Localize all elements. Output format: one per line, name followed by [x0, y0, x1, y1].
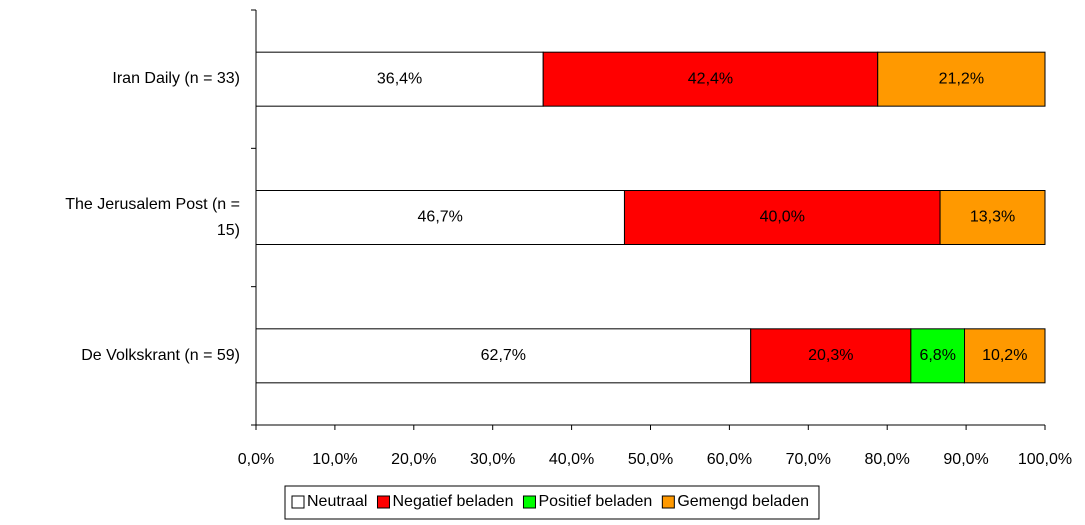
x-tick-label: 30,0% [470, 451, 515, 468]
value-label: 62,7% [481, 347, 526, 364]
value-label: 40,0% [760, 209, 805, 226]
bar-segment [623, 190, 941, 245]
value-label: 21,2% [939, 70, 984, 87]
x-tick-label: 50,0% [628, 451, 673, 468]
x-tick-label: 10,0% [312, 451, 357, 468]
bar-segment [910, 328, 966, 384]
bar-segment [750, 328, 912, 384]
value-label: 20,3% [808, 347, 853, 364]
value-label: 42,4% [688, 70, 733, 87]
x-tick-label: 20,0% [391, 451, 436, 468]
legend-label: Neutraal [307, 493, 367, 510]
value-label: 46,7% [418, 209, 463, 226]
bar-segment [964, 328, 1046, 384]
value-label: 10,2% [982, 347, 1027, 364]
x-tick-label: 40,0% [549, 451, 594, 468]
value-label: 6,8% [919, 347, 955, 364]
x-tick-label: 0,0% [238, 451, 274, 468]
bar-segment [255, 190, 625, 245]
legend-label: Gemengd beladen [677, 493, 809, 510]
x-tick-label: 90,0% [943, 451, 988, 468]
x-tick-label: 80,0% [865, 451, 910, 468]
bar-segment [877, 51, 1046, 107]
legend-swatch [522, 495, 536, 509]
category-label: Iran Daily (n = 33) [112, 70, 240, 88]
bar-segment [255, 328, 752, 384]
legend-swatch [291, 495, 305, 509]
value-label: 36,4% [377, 70, 422, 87]
value-label: 13,3% [970, 209, 1015, 226]
category-label: The Jerusalem Post (n = 15) [65, 195, 240, 239]
x-tick-label: 60,0% [707, 451, 752, 468]
legend-swatch [376, 495, 390, 509]
x-tick-label: 70,0% [786, 451, 831, 468]
legend-label: Positief beladen [538, 493, 652, 510]
bar-segment [939, 190, 1046, 245]
category-label: De Volkskrant (n = 59) [81, 346, 240, 364]
legend-box [284, 485, 820, 520]
x-tick-label: 100,0% [1018, 451, 1072, 468]
legend-swatch [661, 495, 675, 509]
legend-label: Negatief beladen [392, 493, 513, 510]
